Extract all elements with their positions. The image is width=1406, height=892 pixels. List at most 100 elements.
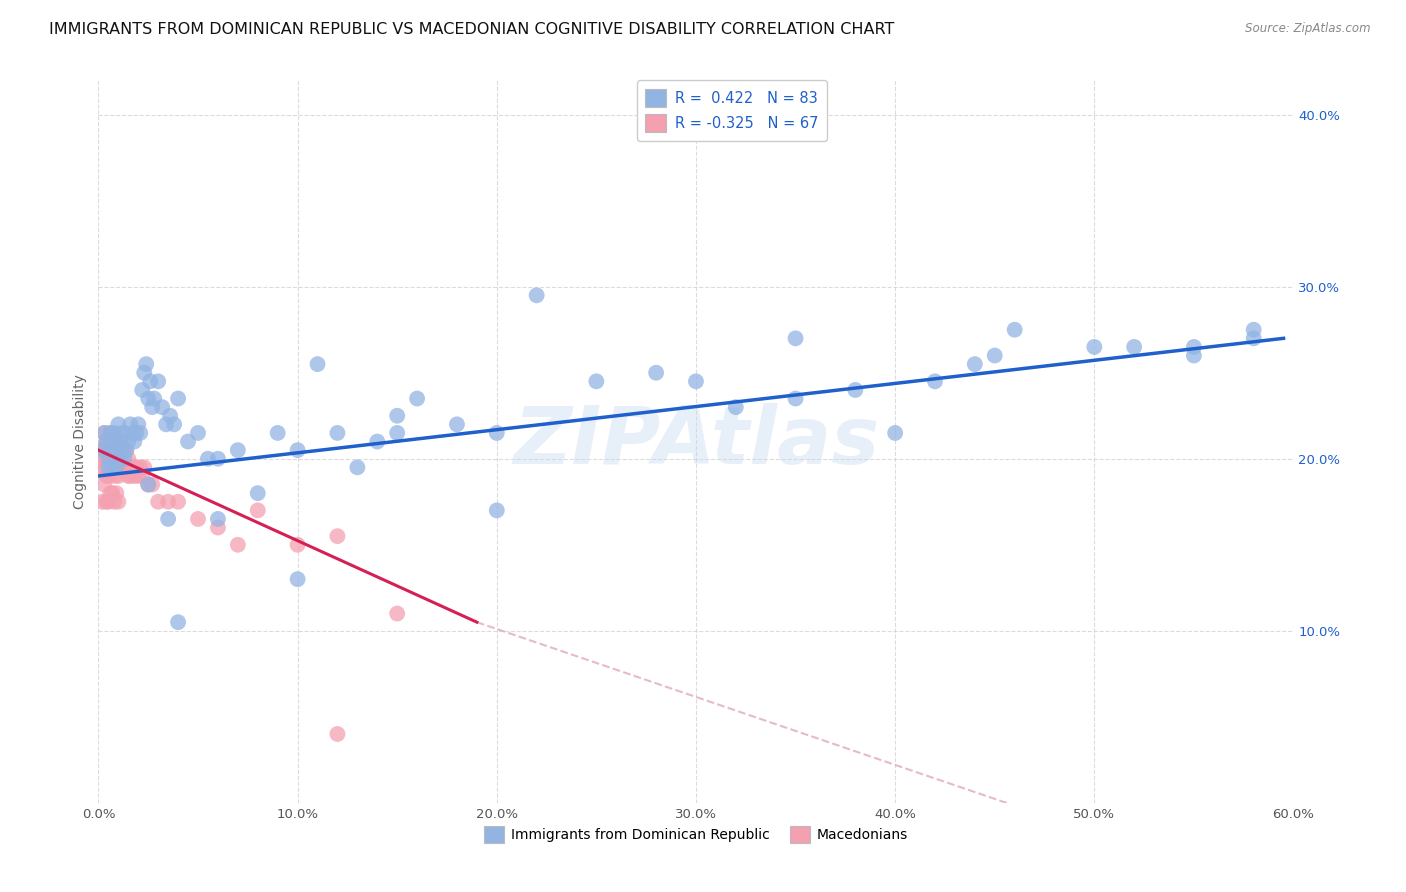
Point xyxy=(117,469,139,483)
Point xyxy=(127,469,149,483)
Point xyxy=(105,443,128,458)
Point xyxy=(93,477,115,491)
Point xyxy=(148,494,170,508)
Point xyxy=(103,451,125,466)
Point xyxy=(111,443,134,458)
Point xyxy=(924,375,946,389)
Point xyxy=(115,443,138,458)
Point xyxy=(1243,331,1265,345)
Point xyxy=(125,425,148,440)
Point xyxy=(207,520,229,534)
Point xyxy=(112,451,135,466)
Point xyxy=(121,460,143,475)
Point xyxy=(98,460,122,475)
Point xyxy=(115,460,138,475)
Point xyxy=(884,425,907,440)
Point xyxy=(110,443,132,458)
Point xyxy=(124,469,146,483)
Point xyxy=(167,392,190,406)
Point xyxy=(287,572,309,586)
Point xyxy=(101,434,124,449)
Point xyxy=(844,383,866,397)
Point xyxy=(785,331,807,345)
Point xyxy=(134,366,156,380)
Point xyxy=(120,417,142,432)
Point xyxy=(98,443,122,458)
Point xyxy=(366,434,388,449)
Point xyxy=(167,494,190,508)
Point xyxy=(101,486,124,500)
Point xyxy=(267,425,290,440)
Point xyxy=(91,460,114,475)
Point xyxy=(107,434,129,449)
Point xyxy=(139,375,162,389)
Point xyxy=(187,425,209,440)
Point xyxy=(96,451,118,466)
Point xyxy=(89,451,111,466)
Point xyxy=(167,615,190,630)
Point xyxy=(125,460,148,475)
Point xyxy=(110,451,132,466)
Point xyxy=(112,425,135,440)
Point xyxy=(157,512,180,526)
Point xyxy=(124,434,146,449)
Point xyxy=(111,425,134,440)
Point xyxy=(585,375,607,389)
Point xyxy=(326,727,349,741)
Point xyxy=(326,425,349,440)
Point xyxy=(385,607,409,621)
Point xyxy=(110,460,132,475)
Point xyxy=(98,425,122,440)
Point xyxy=(97,460,120,475)
Point xyxy=(103,443,125,458)
Point xyxy=(136,477,159,491)
Point xyxy=(97,451,120,466)
Point xyxy=(111,443,134,458)
Point xyxy=(485,503,508,517)
Point xyxy=(112,460,135,475)
Point xyxy=(984,349,1007,363)
Point xyxy=(121,425,143,440)
Point xyxy=(101,460,124,475)
Point xyxy=(163,417,186,432)
Point xyxy=(385,425,409,440)
Point xyxy=(129,460,152,475)
Point xyxy=(96,494,118,508)
Point xyxy=(287,443,309,458)
Point xyxy=(1182,340,1205,354)
Point xyxy=(346,460,368,475)
Point xyxy=(131,383,153,397)
Point xyxy=(96,469,118,483)
Point xyxy=(385,409,409,423)
Point xyxy=(150,400,173,414)
Text: Source: ZipAtlas.com: Source: ZipAtlas.com xyxy=(1246,22,1371,36)
Point xyxy=(136,477,159,491)
Legend: Immigrants from Dominican Republic, Macedonians: Immigrants from Dominican Republic, Mace… xyxy=(477,819,915,850)
Point xyxy=(96,434,118,449)
Point xyxy=(101,434,124,449)
Point xyxy=(115,443,138,458)
Point xyxy=(197,451,219,466)
Point xyxy=(97,469,120,483)
Point xyxy=(406,392,429,406)
Point xyxy=(93,425,115,440)
Point xyxy=(326,529,349,543)
Point xyxy=(1243,323,1265,337)
Point xyxy=(105,460,128,475)
Point xyxy=(134,460,156,475)
Point xyxy=(103,434,125,449)
Point xyxy=(226,443,249,458)
Point xyxy=(107,469,129,483)
Point xyxy=(117,451,139,466)
Point xyxy=(93,443,115,458)
Point xyxy=(148,375,170,389)
Point xyxy=(91,443,114,458)
Point xyxy=(127,417,149,432)
Point xyxy=(107,434,129,449)
Point xyxy=(207,451,229,466)
Point xyxy=(485,425,508,440)
Point xyxy=(93,460,115,475)
Point xyxy=(110,434,132,449)
Text: IMMIGRANTS FROM DOMINICAN REPUBLIC VS MACEDONIAN COGNITIVE DISABILITY CORRELATIO: IMMIGRANTS FROM DOMINICAN REPUBLIC VS MA… xyxy=(49,22,894,37)
Point xyxy=(246,503,269,517)
